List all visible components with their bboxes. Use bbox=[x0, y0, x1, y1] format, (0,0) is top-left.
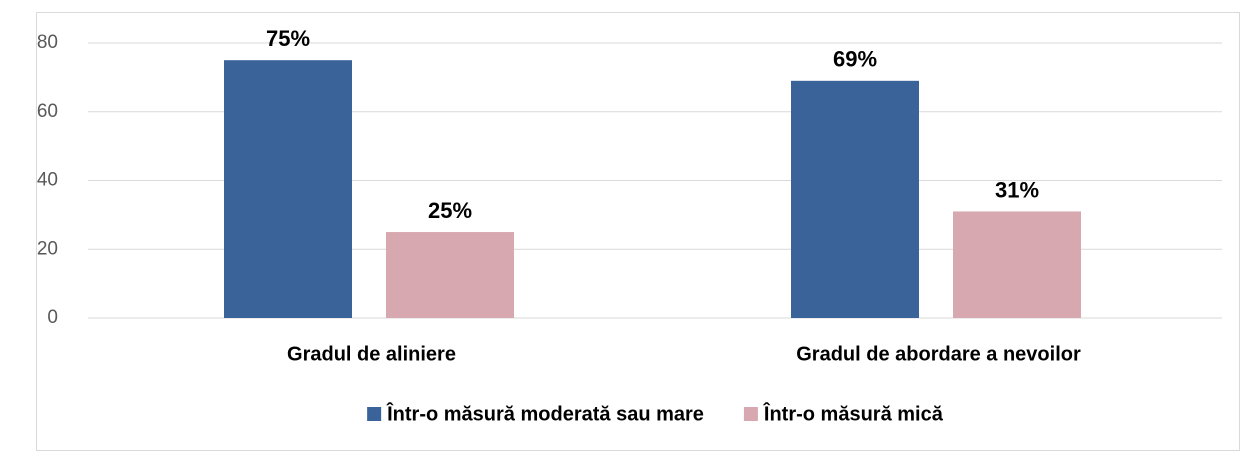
legend-swatch bbox=[367, 407, 382, 421]
y-tick-label: 40 bbox=[37, 170, 58, 191]
bar bbox=[386, 232, 514, 318]
legend-swatch bbox=[743, 407, 758, 421]
y-tick-label: 0 bbox=[47, 307, 58, 328]
value-label: 69% bbox=[833, 47, 877, 72]
bar bbox=[224, 60, 352, 318]
value-label: 25% bbox=[428, 198, 472, 223]
bar bbox=[953, 211, 1081, 318]
legend-label: Într-o măsură mică bbox=[763, 401, 944, 425]
value-label: 75% bbox=[266, 26, 310, 51]
x-tick-label: Gradul de abordare a nevoilor bbox=[796, 343, 1081, 365]
y-tick-label: 20 bbox=[37, 238, 58, 259]
legend-label: Într-o măsură moderată sau mare bbox=[386, 401, 704, 425]
bar bbox=[791, 80, 919, 318]
value-label: 31% bbox=[995, 177, 1039, 202]
x-tick-label: Gradul de aliniere bbox=[287, 343, 456, 365]
chart-border bbox=[36, 12, 1240, 451]
y-tick-label: 80 bbox=[37, 32, 58, 53]
y-tick-label: 60 bbox=[37, 101, 58, 122]
